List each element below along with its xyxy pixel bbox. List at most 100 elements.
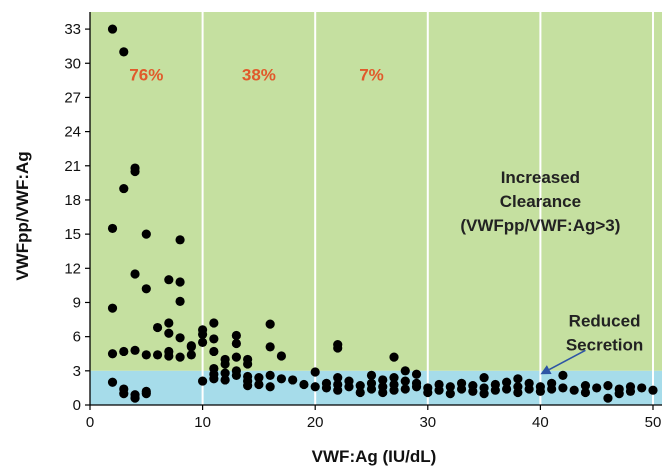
data-point-48: [107, 377, 118, 387]
data-point-33: [265, 342, 275, 352]
data-point-32: [265, 319, 275, 329]
data-point-27: [231, 330, 241, 341]
data-point-138: [648, 385, 658, 395]
gridlines-layer: [201, 12, 654, 405]
data-point-130: [592, 383, 602, 393]
y-tick-label-3: 3: [73, 363, 81, 380]
data-point-127: [569, 385, 579, 395]
percent-label-2: 7%: [359, 65, 384, 84]
data-point-129: [580, 387, 591, 398]
data-point-52: [130, 390, 140, 400]
data-point-126: [558, 383, 568, 393]
data-point-8: [130, 269, 140, 279]
data-point-55: [197, 376, 208, 386]
data-point-5: [107, 223, 118, 234]
data-point-74: [310, 382, 320, 392]
data-point-103: [445, 382, 455, 392]
annotation-1: Reduced Secretion: [566, 311, 643, 354]
data-point-1: [119, 47, 129, 57]
data-point-125: [558, 370, 568, 380]
data-point-92: [389, 373, 399, 383]
data-point-0: [107, 24, 118, 34]
data-point-50: [119, 389, 129, 399]
percent-labels: 76% 38% 7%: [129, 65, 384, 84]
data-point-11: [141, 284, 151, 294]
data-point-69: [265, 382, 275, 392]
data-point-37: [389, 352, 399, 362]
data-point-26: [220, 359, 230, 369]
data-point-64: [243, 371, 253, 382]
x-tick-label-0: 0: [86, 414, 94, 431]
data-point-120: [524, 384, 534, 394]
data-point-67: [254, 379, 264, 390]
data-point-41: [141, 350, 151, 360]
y-tick-label-18: 18: [64, 192, 81, 209]
x-tick-label-50: 50: [645, 414, 662, 431]
x-tick-labels: 0 10 20 30 40 50: [86, 414, 662, 431]
data-point-100: [423, 387, 433, 398]
data-point-71: [288, 375, 298, 385]
data-point-96: [411, 369, 422, 379]
x-tick-label-40: 40: [532, 414, 549, 431]
data-point-102: [434, 385, 444, 395]
arrow-layer: [540, 349, 586, 375]
data-point-72: [299, 379, 309, 390]
data-point-68: [265, 370, 275, 380]
data-point-108: [468, 386, 478, 396]
data-point-109: [479, 373, 489, 383]
data-point-4: [119, 183, 129, 194]
percent-label-1: 38%: [242, 65, 276, 84]
data-point-62: [231, 366, 241, 376]
data-point-65: [243, 381, 253, 391]
data-point-89: [378, 387, 388, 398]
data-point-134: [614, 389, 624, 399]
data-point-95: [400, 384, 410, 394]
y-tick-label-9: 9: [73, 294, 81, 311]
data-point-118: [513, 387, 523, 398]
data-point-31: [243, 359, 253, 369]
data-point-124: [547, 384, 557, 394]
data-point-115: [502, 384, 512, 394]
data-point-93: [400, 366, 410, 376]
data-point-22: [209, 318, 219, 328]
data-point-111: [479, 389, 489, 399]
y-tick-label-15: 15: [64, 226, 81, 243]
data-point-70: [276, 374, 287, 384]
data-point-116: [513, 374, 523, 384]
data-point-87: [378, 375, 388, 385]
region-increased-clearance: [90, 12, 662, 371]
x-axis-title: VWF:Ag (IU/dL): [312, 447, 437, 466]
y-tick-label-12: 12: [64, 260, 81, 277]
y-tick-label-27: 27: [64, 89, 81, 106]
y-tick-label-0: 0: [73, 397, 81, 414]
y-tick-label-30: 30: [64, 55, 81, 72]
y-tick-label-21: 21: [64, 158, 81, 175]
x-tick-label-30: 30: [419, 414, 436, 431]
annotation-0-line-1: Clearance: [500, 192, 581, 211]
annotation-0: Increased Clearance (VWFpp/VWF:Ag>3): [460, 168, 620, 235]
data-point-84: [366, 370, 377, 380]
data-point-47: [186, 341, 196, 351]
data-point-104: [445, 389, 455, 399]
annotation-1-line-1: Secretion: [566, 335, 643, 354]
data-point-36: [333, 343, 343, 353]
annotation-0-line-0: Increased: [501, 168, 580, 187]
arrow-head: [540, 365, 552, 375]
data-point-83: [355, 387, 365, 398]
axes-layer: [85, 12, 662, 410]
y-axis-title: VWFpp/VWF:Ag: [13, 151, 32, 280]
data-point-54: [141, 386, 151, 396]
data-point-40: [130, 345, 140, 355]
data-point-28: [231, 338, 241, 349]
arrow-shaft: [548, 349, 586, 371]
data-point-6: [141, 229, 151, 239]
data-point-12: [175, 296, 185, 306]
data-point-113: [490, 385, 500, 395]
data-point-132: [603, 393, 613, 403]
data-point-39: [119, 346, 129, 357]
data-point-46: [186, 350, 196, 360]
data-point-10: [175, 277, 185, 287]
data-point-45: [175, 352, 185, 362]
data-point-73: [310, 367, 320, 377]
